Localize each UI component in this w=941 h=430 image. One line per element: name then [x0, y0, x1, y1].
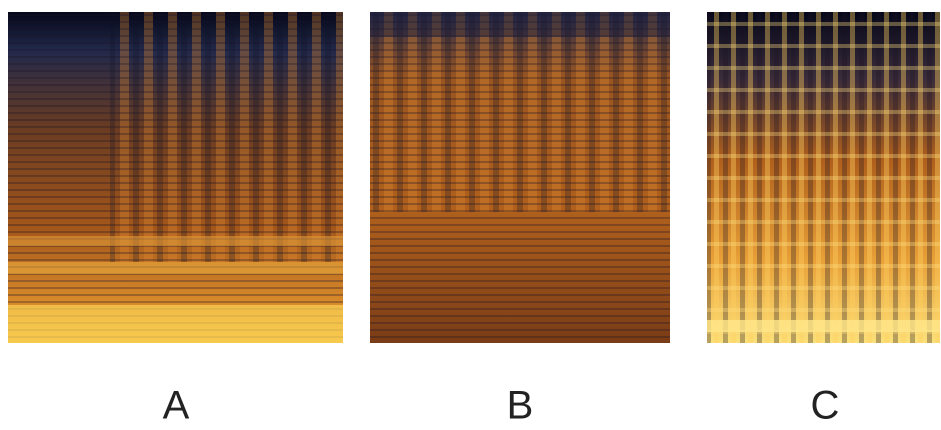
spectrogram-c [707, 12, 940, 343]
panel-label: C [811, 384, 840, 428]
spectrogram-shade [370, 12, 670, 37]
spectrogram-harmonic [707, 320, 940, 332]
spectrogram-harmonic [8, 262, 343, 274]
spectrogram-harmonic [8, 236, 343, 246]
spectrogram-bands [707, 12, 940, 343]
panel-label: B [507, 384, 534, 428]
spectrogram-bands [370, 12, 670, 343]
spectrogram-b [370, 12, 670, 343]
spectrogram-harmonic [8, 305, 343, 343]
spectrogram-a [8, 12, 343, 343]
spectrogram-bands [8, 12, 343, 343]
panel-label: A [163, 384, 190, 428]
